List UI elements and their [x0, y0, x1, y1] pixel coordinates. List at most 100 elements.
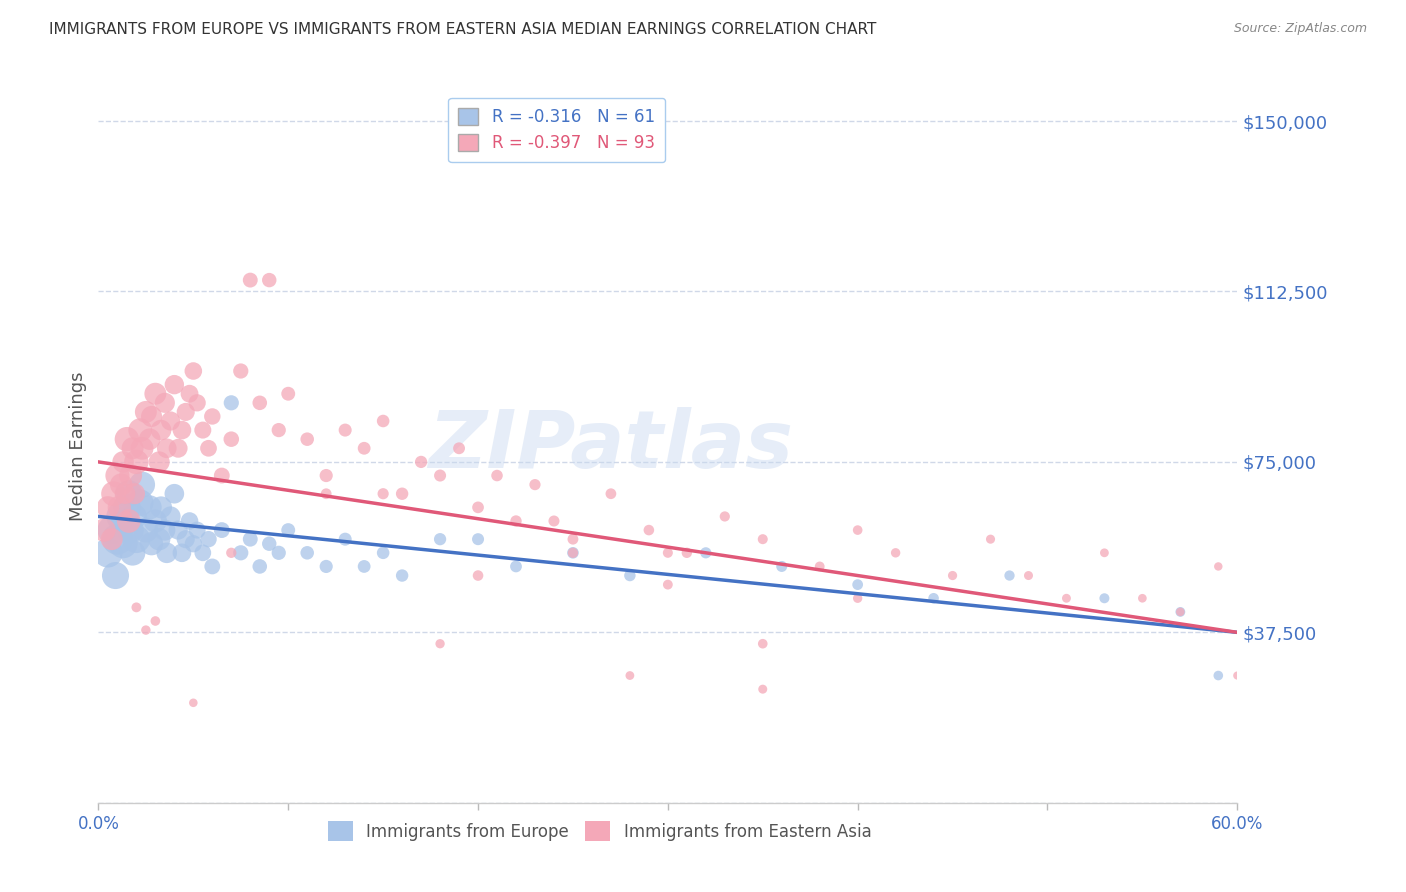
Point — [179, 386, 201, 401]
Point — [141, 537, 163, 551]
Point — [170, 423, 193, 437]
Point — [239, 532, 262, 546]
Point — [183, 364, 205, 378]
Point — [638, 523, 661, 537]
Point — [1018, 568, 1040, 582]
Point — [505, 559, 527, 574]
Point — [335, 423, 357, 437]
Point — [267, 423, 290, 437]
Y-axis label: Median Earnings: Median Earnings — [69, 371, 87, 521]
Point — [112, 537, 135, 551]
Point — [315, 559, 337, 574]
Point — [524, 477, 547, 491]
Point — [884, 546, 907, 560]
Point — [979, 532, 1001, 546]
Point — [108, 500, 131, 515]
Point — [110, 477, 132, 491]
Point — [93, 523, 115, 537]
Point — [100, 532, 122, 546]
Point — [277, 523, 299, 537]
Point — [259, 273, 281, 287]
Point — [135, 523, 157, 537]
Point — [229, 364, 252, 378]
Point — [998, 568, 1021, 582]
Point — [221, 546, 243, 560]
Point — [695, 546, 717, 560]
Point — [657, 577, 679, 591]
Point — [153, 523, 176, 537]
Point — [315, 487, 337, 501]
Point — [657, 546, 679, 560]
Point — [135, 405, 157, 419]
Point — [159, 509, 181, 524]
Point — [211, 523, 233, 537]
Point — [714, 509, 737, 524]
Point — [174, 532, 197, 546]
Point — [115, 500, 138, 515]
Point — [371, 414, 394, 428]
Point — [110, 509, 132, 524]
Point — [1226, 668, 1249, 682]
Point — [114, 514, 136, 528]
Point — [150, 423, 173, 437]
Point — [259, 537, 281, 551]
Point — [429, 532, 451, 546]
Point — [942, 568, 965, 582]
Point — [138, 500, 160, 515]
Point — [170, 546, 193, 560]
Point — [145, 614, 167, 628]
Point — [353, 442, 375, 456]
Point — [676, 546, 699, 560]
Point — [129, 496, 152, 510]
Point — [201, 559, 224, 574]
Point — [846, 591, 869, 606]
Legend: Immigrants from Europe, Immigrants from Eastern Asia: Immigrants from Europe, Immigrants from … — [321, 814, 879, 848]
Point — [183, 537, 205, 551]
Point — [118, 514, 141, 528]
Point — [1170, 605, 1192, 619]
Point — [467, 532, 489, 546]
Point — [315, 468, 337, 483]
Point — [353, 559, 375, 574]
Point — [125, 455, 148, 469]
Text: ZIPatlas: ZIPatlas — [429, 407, 793, 485]
Point — [114, 487, 136, 501]
Point — [1170, 605, 1192, 619]
Point — [619, 668, 641, 682]
Point — [167, 523, 190, 537]
Point — [543, 514, 565, 528]
Point — [221, 432, 243, 446]
Point — [124, 487, 146, 501]
Point — [335, 532, 357, 546]
Point — [124, 509, 146, 524]
Point — [770, 559, 793, 574]
Point — [297, 546, 319, 560]
Point — [138, 432, 160, 446]
Point — [846, 577, 869, 591]
Point — [562, 546, 585, 560]
Point — [120, 468, 142, 483]
Point — [197, 442, 219, 456]
Point — [107, 532, 129, 546]
Point — [449, 442, 471, 456]
Point — [97, 546, 120, 560]
Point — [148, 455, 170, 469]
Point — [562, 532, 585, 546]
Point — [922, 591, 945, 606]
Point — [1094, 591, 1116, 606]
Point — [752, 637, 775, 651]
Point — [121, 546, 143, 560]
Point — [249, 559, 271, 574]
Point — [121, 442, 143, 456]
Point — [467, 568, 489, 582]
Point — [249, 396, 271, 410]
Point — [103, 487, 125, 501]
Point — [297, 432, 319, 446]
Point — [467, 500, 489, 515]
Point — [562, 546, 585, 560]
Point — [1208, 668, 1230, 682]
Point — [411, 455, 433, 469]
Point — [129, 423, 152, 437]
Point — [505, 514, 527, 528]
Point — [104, 568, 127, 582]
